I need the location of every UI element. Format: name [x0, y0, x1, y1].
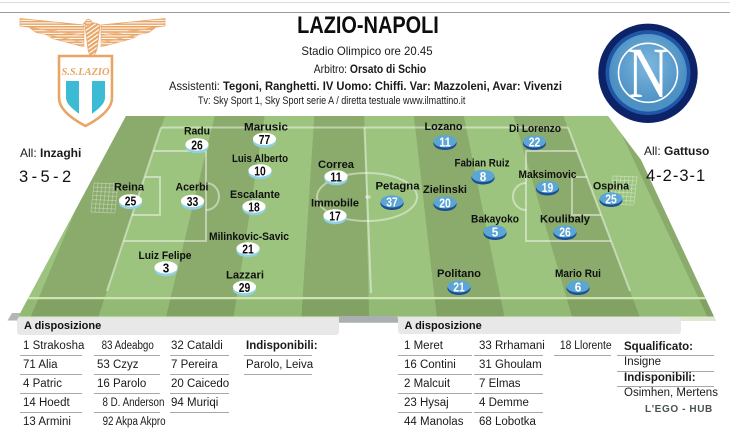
svg-text:Immobile: Immobile — [311, 198, 359, 210]
svg-text:Radu: Radu — [184, 126, 210, 138]
svg-text:11: 11 — [439, 136, 451, 150]
svg-text:Politano: Politano — [437, 268, 481, 280]
svg-text:Petagna: Petagna — [376, 181, 421, 193]
svg-text:Marusic: Marusic — [244, 122, 288, 134]
svg-text:Di Lorenzo: Di Lorenzo — [509, 123, 561, 135]
svg-text:21: 21 — [242, 243, 254, 257]
svg-text:21: 21 — [453, 281, 465, 295]
svg-text:Fabian Ruiz: Fabian Ruiz — [455, 158, 510, 170]
svg-text:10: 10 — [254, 165, 266, 179]
svg-text:Lazzari: Lazzari — [226, 270, 264, 282]
svg-text:Ospina: Ospina — [593, 181, 630, 193]
svg-text:18: 18 — [248, 201, 260, 215]
svg-text:11: 11 — [330, 171, 342, 185]
svg-text:17: 17 — [329, 210, 341, 224]
svg-text:Luiz Felipe: Luiz Felipe — [139, 250, 192, 262]
svg-text:Luis Alberto: Luis Alberto — [232, 153, 288, 165]
svg-text:Milinkovic-Savic: Milinkovic-Savic — [209, 231, 289, 243]
svg-text:Bakayoko: Bakayoko — [471, 214, 519, 226]
svg-text:Maksimovic: Maksimovic — [519, 169, 577, 181]
svg-text:8: 8 — [480, 170, 487, 184]
svg-text:Mario Rui: Mario Rui — [555, 268, 601, 280]
svg-text:37: 37 — [386, 196, 398, 210]
svg-text:5: 5 — [492, 226, 499, 240]
svg-text:Acerbi: Acerbi — [176, 182, 209, 194]
svg-text:Correa: Correa — [318, 159, 355, 171]
svg-text:29: 29 — [239, 281, 251, 295]
svg-text:25: 25 — [125, 195, 137, 209]
svg-text:19: 19 — [542, 181, 554, 195]
svg-text:Escalante: Escalante — [230, 189, 280, 201]
svg-text:33: 33 — [187, 195, 199, 209]
svg-text:3: 3 — [163, 262, 170, 276]
svg-text:N: N — [628, 33, 669, 113]
svg-text:26: 26 — [559, 226, 571, 240]
svg-text:6: 6 — [575, 281, 582, 295]
svg-text:20: 20 — [439, 197, 451, 211]
svg-text:Reina: Reina — [114, 182, 145, 194]
svg-text:77: 77 — [259, 133, 271, 147]
svg-text:22: 22 — [529, 136, 541, 150]
svg-text:26: 26 — [191, 139, 203, 153]
svg-text:Lozano: Lozano — [425, 121, 463, 133]
svg-text:S.S.LAZIO: S.S.LAZIO — [62, 66, 110, 78]
svg-text:25: 25 — [605, 193, 617, 207]
svg-text:Koulibaly: Koulibaly — [540, 214, 591, 226]
svg-text:Zielinski: Zielinski — [423, 184, 467, 196]
